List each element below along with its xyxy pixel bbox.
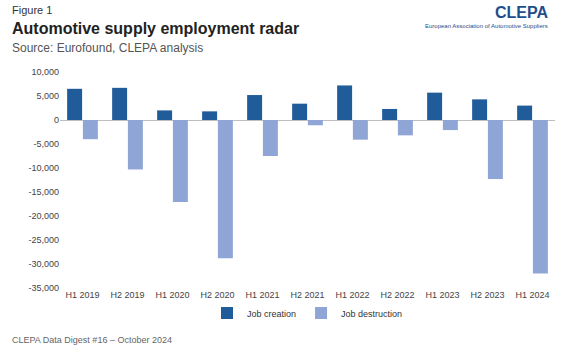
svg-text:Job creation: Job creation	[247, 309, 296, 319]
svg-text:Figure 1: Figure 1	[12, 4, 52, 16]
svg-text:-10,000: -10,000	[28, 163, 59, 173]
svg-text:-20,000: -20,000	[28, 211, 59, 221]
svg-text:0: 0	[54, 115, 59, 125]
svg-text:H2 2021: H2 2021	[290, 290, 325, 300]
svg-text:CLEPA Data Digest #16 – Octobe: CLEPA Data Digest #16 – October 2024	[12, 335, 172, 345]
svg-text:H2 2023: H2 2023	[470, 290, 504, 300]
svg-text:-15,000: -15,000	[28, 187, 59, 197]
svg-text:10,000: 10,000	[31, 67, 59, 77]
svg-text:H1 2022: H1 2022	[335, 290, 370, 300]
svg-text:H1 2024: H1 2024	[515, 290, 549, 300]
svg-text:H1 2023: H1 2023	[425, 290, 459, 300]
svg-text:-35,000: -35,000	[28, 283, 59, 293]
svg-text:-25,000: -25,000	[28, 235, 59, 245]
svg-text:5,000: 5,000	[36, 91, 59, 101]
svg-text:Automotive supply employment r: Automotive supply employment radar	[12, 20, 299, 37]
svg-text:-5,000: -5,000	[33, 139, 59, 149]
svg-text:Source: Eurofound, CLEPA analy: Source: Eurofound, CLEPA analysis	[12, 41, 203, 55]
svg-text:H2 2019: H2 2019	[110, 290, 144, 300]
svg-text:H2 2022: H2 2022	[380, 290, 415, 300]
svg-text:CLEPA: CLEPA	[495, 4, 548, 21]
svg-text:H1 2020: H1 2020	[155, 290, 189, 300]
svg-text:European Association of Automo: European Association of Automotive Suppl…	[425, 23, 548, 29]
svg-text:H1 2021: H1 2021	[245, 290, 280, 300]
svg-text:-30,000: -30,000	[28, 259, 59, 269]
svg-text:Job destruction: Job destruction	[341, 309, 402, 319]
svg-text:H1 2019: H1 2019	[65, 290, 99, 300]
svg-text:H2 2020: H2 2020	[200, 290, 235, 300]
